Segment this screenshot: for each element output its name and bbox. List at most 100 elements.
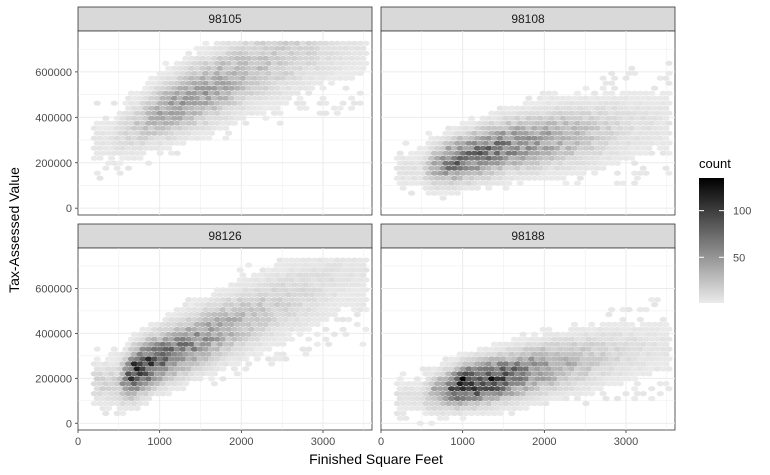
hexbin-cell bbox=[573, 326, 582, 332]
hexbin-cell bbox=[493, 160, 501, 166]
hexbin-cell bbox=[233, 95, 241, 101]
hexbin-cell bbox=[522, 170, 530, 176]
hexbin-cell bbox=[536, 165, 544, 171]
hexbin-cell bbox=[165, 331, 173, 337]
hexbin-cell bbox=[179, 140, 187, 146]
hexbin-cell bbox=[167, 150, 176, 156]
hexbin-cell bbox=[550, 150, 559, 156]
hexbin-cell bbox=[473, 155, 481, 161]
hexbin-cell bbox=[227, 65, 236, 71]
hexbin-cell bbox=[216, 105, 224, 111]
hexbin-cell bbox=[159, 361, 167, 367]
hexbin-cell bbox=[613, 140, 622, 146]
hexbin-cell bbox=[570, 341, 579, 347]
hexbin-cell bbox=[199, 331, 207, 337]
hexbin-cell bbox=[611, 361, 619, 367]
hexbin-cell bbox=[459, 170, 467, 176]
legend-title: count bbox=[699, 156, 731, 171]
hexbin-cell bbox=[490, 410, 499, 416]
hexbin-cell bbox=[165, 115, 173, 121]
hexbin-cell bbox=[190, 336, 198, 342]
hexbin-cell bbox=[285, 282, 293, 288]
x-tick-label: 2000 bbox=[229, 436, 253, 448]
hexbin-cell bbox=[585, 346, 593, 352]
hexbin-cell bbox=[639, 125, 647, 131]
hexbin-cell bbox=[508, 135, 516, 141]
hexbin-cell bbox=[253, 326, 261, 332]
hexbin-cell bbox=[99, 376, 107, 382]
hexbin-cell bbox=[233, 361, 241, 367]
hexbin-cell bbox=[125, 391, 133, 397]
hexbin-cell bbox=[645, 321, 653, 327]
hexbin-cell bbox=[619, 326, 627, 332]
hexbin-cell bbox=[568, 150, 576, 156]
hexbin-cell bbox=[513, 165, 522, 171]
hexbin-cell bbox=[662, 105, 670, 111]
hexbin-cell bbox=[545, 386, 553, 392]
hexbin-cell bbox=[333, 50, 341, 56]
hexbin-cell bbox=[268, 311, 276, 318]
hexbin-cell bbox=[439, 381, 447, 387]
hexbin-cell bbox=[193, 65, 201, 71]
hexbin-cell bbox=[265, 100, 273, 106]
hexbin-cell bbox=[167, 346, 176, 352]
hexbin-cell bbox=[330, 331, 338, 337]
hexbin-cell bbox=[205, 135, 213, 141]
hexbin-cell bbox=[459, 386, 467, 392]
hexbin-cell bbox=[553, 115, 562, 121]
hexbin-cell bbox=[542, 331, 550, 337]
hexbin-cell bbox=[256, 272, 264, 278]
hexbin-cell bbox=[176, 371, 184, 377]
hexbin-cell bbox=[499, 170, 507, 176]
hexbin-cell bbox=[473, 165, 481, 171]
hexbin-cell bbox=[296, 302, 304, 308]
hexbin-cell bbox=[262, 302, 270, 308]
hexbin-cell bbox=[533, 120, 542, 126]
hexbin-cell bbox=[482, 356, 490, 362]
hexbin-cell bbox=[542, 135, 550, 141]
hexbin-cell bbox=[230, 297, 238, 303]
hexbin-cell bbox=[305, 80, 313, 86]
hexbin-cell bbox=[299, 70, 307, 76]
hexbin-cell bbox=[513, 400, 522, 407]
facet-strip-3 bbox=[77, 223, 373, 249]
hexbin-cell bbox=[591, 160, 599, 166]
hexbin-cell bbox=[565, 371, 573, 377]
hexbin-cell bbox=[613, 160, 622, 166]
hexbin-cell bbox=[559, 135, 567, 141]
hexbin-cell bbox=[570, 145, 579, 151]
hexbin-cell bbox=[625, 120, 633, 126]
hexbin-cell bbox=[576, 165, 584, 171]
hexbin-cell bbox=[133, 346, 141, 352]
hexbin-cell bbox=[342, 272, 350, 278]
hexbin-cell bbox=[350, 50, 358, 56]
hexbin-cell bbox=[262, 105, 270, 111]
hexbin-cell bbox=[619, 180, 627, 186]
hexbin-cell bbox=[559, 361, 567, 367]
hexbin-cell bbox=[499, 386, 507, 392]
hexbin-cell bbox=[156, 70, 164, 76]
hexbin-cell bbox=[599, 331, 607, 337]
hexbin-cell bbox=[633, 125, 642, 131]
hexbin-cell bbox=[316, 277, 324, 283]
hexbin-cell bbox=[136, 351, 144, 357]
hexbin-cell bbox=[179, 120, 187, 126]
hexbin-cell bbox=[636, 130, 644, 136]
hexbin-cell bbox=[419, 405, 427, 411]
hexbin-cell bbox=[282, 257, 290, 263]
hexbin-cell bbox=[430, 190, 439, 196]
hexbin-cell bbox=[167, 140, 176, 146]
hexbin-cell bbox=[428, 420, 436, 426]
hexbin-cell bbox=[393, 410, 401, 416]
hexbin-cell bbox=[591, 326, 599, 332]
hexbin-cell bbox=[662, 145, 670, 151]
hexbin-cell bbox=[450, 361, 459, 367]
hexbin-cell bbox=[436, 415, 444, 421]
hexbin-cell bbox=[636, 346, 644, 352]
hexbin-cell bbox=[302, 75, 310, 81]
hexbin-cell bbox=[182, 341, 190, 347]
hexbin-cell bbox=[588, 321, 596, 327]
hexbin-cell bbox=[268, 331, 276, 337]
hexbin-cell bbox=[485, 371, 493, 377]
hexbin-cell bbox=[259, 70, 267, 76]
